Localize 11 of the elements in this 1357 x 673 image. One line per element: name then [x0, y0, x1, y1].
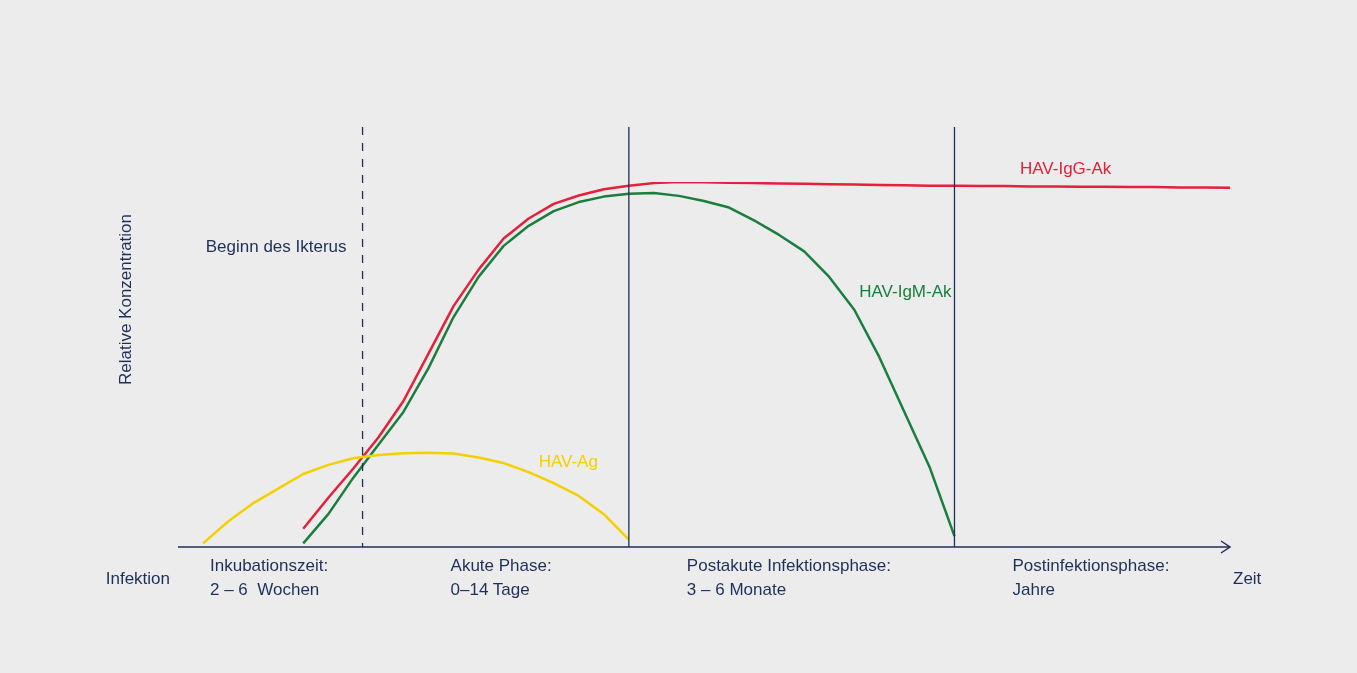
- text: Postinfektionsphase: Jahre: [1012, 556, 1170, 599]
- series-label: HAV-IgM-Ak: [859, 281, 952, 301]
- series-label: HAV-IgG-Ak: [1020, 158, 1112, 178]
- text: Akute Phase: 0–14 Tage: [450, 556, 552, 599]
- series-label: HAV-Ag: [538, 452, 598, 472]
- text: Postakute Infektionsphase: 3 – 6 Monate: [686, 556, 891, 599]
- text: Beginn des Ikterus: [205, 237, 347, 256]
- text: Infektion: [105, 569, 170, 588]
- text: Inkubationszeit: 2 – 6 Wochen: [210, 556, 329, 599]
- y-axis-title: Relative Konzentration: [116, 213, 135, 386]
- x-axis-title: Zeit: [1233, 569, 1262, 588]
